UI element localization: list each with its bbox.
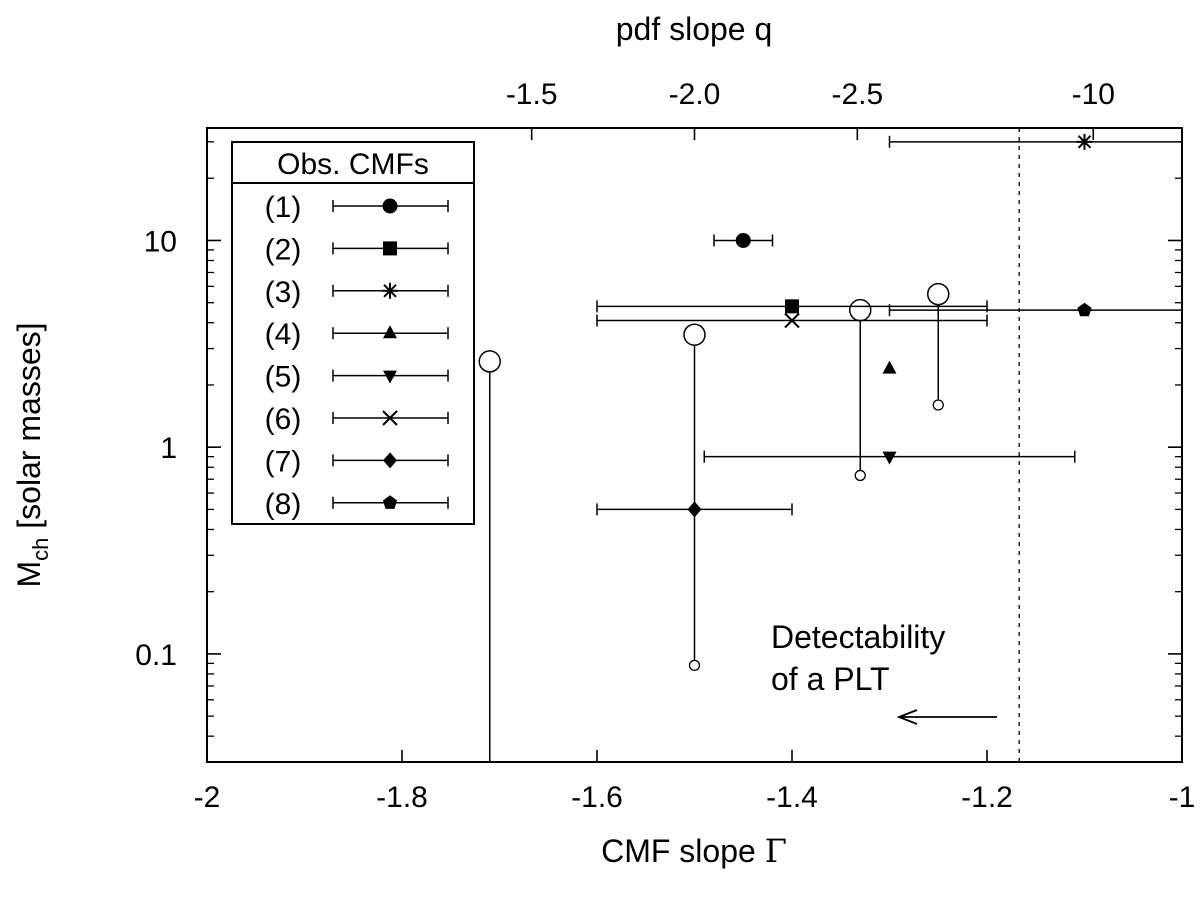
x-tick-label: -1	[1169, 781, 1196, 814]
top-tick-label: -10	[1072, 78, 1115, 111]
observation-marker-diamond	[687, 501, 702, 518]
observation-point	[703, 450, 1076, 465]
x-axis-title: CMF slope Γ	[601, 832, 787, 870]
legend-entry-label: (5)	[265, 361, 302, 394]
x-tick-label: -1.2	[961, 781, 1013, 814]
annotation-arrowhead	[896, 709, 918, 725]
observation-marker-triangle-up	[882, 360, 897, 374]
legend-entry: (3)	[265, 276, 449, 309]
legend-marker-asterisk-stroke	[383, 284, 397, 298]
x-tick-label: -1.4	[766, 781, 818, 814]
top-axis-title: pdf slope q	[616, 11, 773, 47]
model-range-top-circle	[849, 298, 872, 322]
model-range-top-circle	[478, 350, 501, 373]
legend-entry-label: (1)	[265, 191, 302, 224]
x-tick-label: -2	[194, 781, 221, 814]
model-range-bottom-circle	[854, 469, 866, 482]
observation-point	[888, 302, 1182, 317]
model-range-2	[683, 323, 706, 672]
y-tick-label: 0.1	[135, 639, 177, 672]
observation-marker-pentagon	[1077, 302, 1092, 317]
y-tick-label: 1	[160, 432, 177, 465]
y-tick-label: 10	[144, 225, 177, 258]
top-tick-label: -2.0	[669, 78, 721, 111]
legend-entry: (5)	[265, 361, 449, 394]
x-tick-label: -1.8	[376, 781, 428, 814]
model-range-bottom-circle	[688, 659, 701, 672]
observation-marker-asterisk	[1076, 133, 1093, 150]
y-axis-title-subscript: ch	[28, 538, 53, 561]
legend-entry: (7)	[265, 445, 449, 478]
model-range-1	[478, 350, 501, 762]
ticks-layer: -2 -1.8 -1.6 -1.4 -1.2 -1 -1.5 -2.0 -2.5 -10 0.1 1 1…	[135, 78, 1195, 814]
legend-entry-label: (4)	[265, 318, 302, 351]
y-axis-title-rest: [solar masses]	[11, 322, 47, 537]
model-range-3	[849, 298, 872, 482]
observation-point	[713, 232, 774, 248]
observation-marker-cross-stroke	[784, 312, 800, 329]
legend-marker-diamond	[383, 452, 397, 469]
legend-entry-label: (2)	[265, 233, 302, 266]
model-range-4	[927, 282, 950, 411]
observation-marker-cross	[784, 312, 800, 329]
model-range-bottom-circle	[932, 399, 944, 411]
x-tick-label: -1.6	[571, 781, 623, 814]
detectability-annotation: Detectability of a PLT	[771, 619, 997, 725]
legend-marker-circle	[382, 198, 398, 214]
legend-marker-pentagon	[382, 495, 398, 509]
y-axis-title-main: M	[11, 561, 47, 588]
legend-marker-cross-stroke	[382, 410, 398, 426]
data-layer	[478, 128, 1182, 762]
legend-entry: (2)	[265, 233, 449, 266]
observation-point	[596, 501, 793, 518]
top-tick-label: -2.5	[831, 78, 883, 111]
legend-entry: (1)	[265, 191, 449, 224]
legend-title: Obs. CMFs	[277, 148, 429, 181]
observation-point	[882, 360, 897, 374]
x-axis-title-symbol: Γ	[765, 832, 787, 870]
observation-marker-square	[785, 299, 799, 314]
legend-entry-label: (3)	[265, 276, 302, 309]
legend-marker-triangle-up	[383, 325, 397, 339]
legend-entries: (1) (2) (3) (4) (5) (6) (7) (8)	[265, 191, 449, 521]
legend-marker-asterisk	[382, 282, 398, 299]
observation-point	[888, 133, 1182, 150]
y-axis-title: Mch [solar masses]	[11, 322, 53, 587]
model-range-top-circle	[683, 323, 706, 346]
observation-point	[596, 299, 988, 314]
observation-marker-circle	[735, 232, 751, 248]
legend-marker-square	[383, 241, 397, 256]
x-axis-title-text: CMF slope	[601, 833, 765, 869]
top-tick-label: -1.5	[506, 78, 558, 111]
legend-marker-triangle-down	[383, 370, 397, 384]
legend-entry: (6)	[265, 403, 449, 436]
legend-entry-label: (8)	[265, 488, 302, 521]
legend-entry: (8)	[265, 488, 449, 521]
legend-entry-label: (7)	[265, 445, 302, 478]
model-range-top-circle	[927, 282, 950, 306]
annotation-line-2: of a PLT	[771, 661, 890, 697]
legend-marker-cross	[382, 410, 398, 426]
legend: Obs. CMFs (1) (2) (3) (4) (5) (6) (7) (8)	[231, 141, 475, 525]
legend-entry: (4)	[265, 318, 449, 351]
annotation-line-1: Detectability	[771, 619, 945, 655]
legend-entry-label: (6)	[265, 403, 302, 436]
observation-marker-triangle-down	[882, 451, 897, 465]
observation-marker-asterisk-stroke	[1077, 135, 1092, 149]
observation-point	[596, 312, 988, 329]
